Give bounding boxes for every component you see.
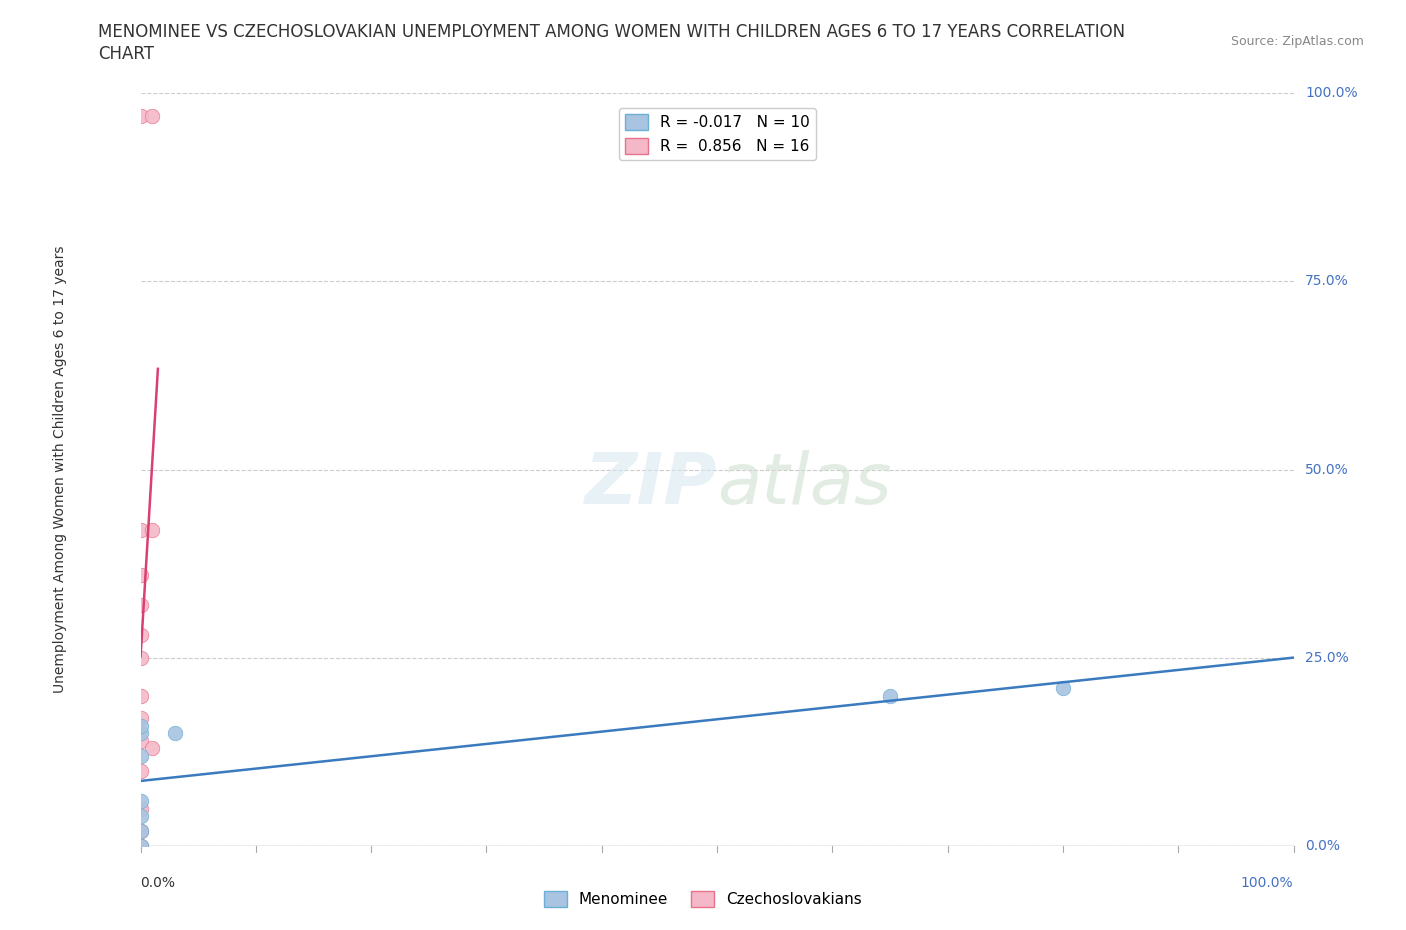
Point	[129, 523, 152, 538]
Point	[129, 688, 152, 703]
Text: CHART: CHART	[98, 45, 155, 62]
Text: 25.0%: 25.0%	[1305, 651, 1348, 665]
Text: ZIP: ZIP	[585, 450, 717, 519]
Legend: R = -0.017   N = 10, R =  0.856   N = 16: R = -0.017 N = 10, R = 0.856 N = 16	[619, 108, 815, 160]
Point	[129, 628, 152, 643]
Point	[129, 793, 152, 808]
Text: 50.0%: 50.0%	[1305, 462, 1348, 477]
Text: 100.0%: 100.0%	[1241, 876, 1294, 890]
Point	[129, 749, 152, 764]
Point	[129, 108, 152, 123]
Text: 75.0%: 75.0%	[1305, 274, 1348, 288]
Point	[879, 688, 901, 703]
Text: 0.0%: 0.0%	[1305, 839, 1340, 854]
Text: Unemployment Among Women with Children Ages 6 to 17 years: Unemployment Among Women with Children A…	[53, 246, 67, 694]
Point	[129, 734, 152, 749]
Point	[129, 809, 152, 824]
Text: MENOMINEE VS CZECHOSLOVAKIAN UNEMPLOYMENT AMONG WOMEN WITH CHILDREN AGES 6 TO 17: MENOMINEE VS CZECHOSLOVAKIAN UNEMPLOYMEN…	[98, 23, 1126, 41]
Point	[129, 726, 152, 741]
Point	[129, 802, 152, 817]
Point	[129, 711, 152, 725]
Point	[129, 764, 152, 778]
Legend: Menominee, Czechoslovakians: Menominee, Czechoslovakians	[537, 884, 869, 913]
Point	[165, 726, 187, 741]
Text: atlas: atlas	[717, 450, 891, 519]
Point	[129, 718, 152, 733]
Text: 100.0%: 100.0%	[1305, 86, 1358, 100]
Point	[129, 839, 152, 854]
Point	[129, 824, 152, 839]
Point	[141, 741, 163, 756]
Point	[141, 108, 163, 123]
Point	[129, 598, 152, 613]
Text: 0.0%: 0.0%	[141, 876, 176, 890]
Point	[129, 651, 152, 666]
Point	[129, 824, 152, 839]
Point	[141, 523, 163, 538]
Point	[1052, 681, 1074, 696]
Text: Source: ZipAtlas.com: Source: ZipAtlas.com	[1230, 35, 1364, 48]
Point	[129, 839, 152, 854]
Point	[129, 567, 152, 582]
